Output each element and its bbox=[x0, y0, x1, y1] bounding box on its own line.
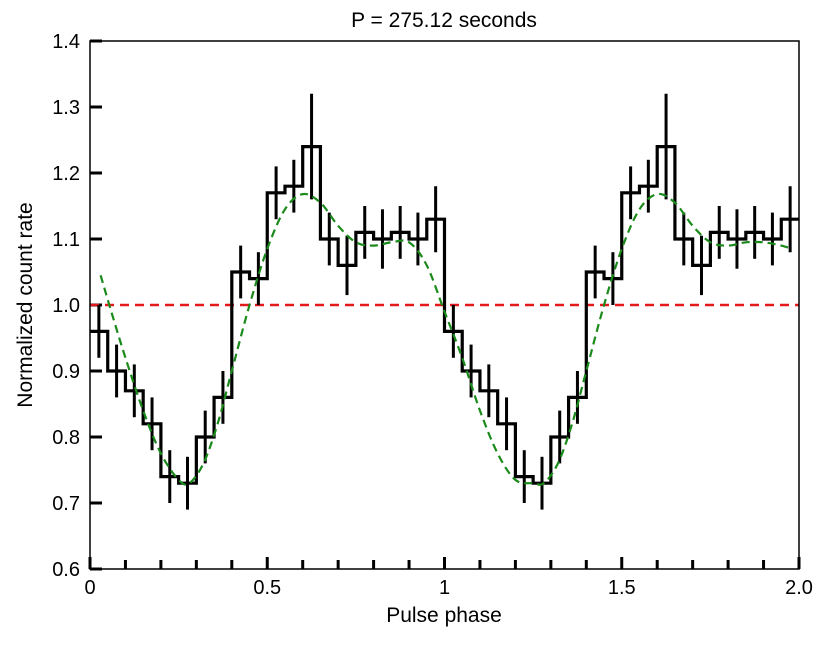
x-axis-ticks bbox=[88, 557, 801, 569]
chart-title: P = 275.12 seconds bbox=[351, 9, 537, 32]
x-tick-label: 2.0 bbox=[785, 577, 813, 599]
histogram-step-line bbox=[90, 145, 799, 485]
fit-curve bbox=[99, 192, 793, 486]
y-axis-label: Normalized count rate bbox=[14, 202, 37, 407]
y-tick-label: 1.0 bbox=[52, 295, 80, 317]
histogram-layer bbox=[90, 93, 799, 510]
x-tick-labels: 0 0.5 1 1.5 2.0 bbox=[84, 577, 812, 599]
y-tick-label: 0.8 bbox=[52, 427, 80, 449]
y-tick-label: 1.2 bbox=[52, 163, 80, 185]
x-tick-label: 1 bbox=[439, 577, 450, 599]
x-axis-label: Pulse phase bbox=[386, 604, 502, 627]
y-tick-label: 1.4 bbox=[52, 31, 80, 53]
x-tick-label: 0.5 bbox=[253, 577, 281, 599]
y-tick-label: 0.9 bbox=[52, 361, 80, 383]
plot-frame bbox=[89, 40, 800, 570]
x-tick-label: 0 bbox=[84, 577, 95, 599]
y-tick-label: 0.7 bbox=[52, 493, 80, 515]
y-tick-label: 0.6 bbox=[52, 559, 80, 581]
y-tick-label: 1.3 bbox=[52, 97, 80, 119]
fit-curve-layer bbox=[99, 192, 793, 486]
y-tick-label: 1.1 bbox=[52, 229, 80, 251]
x-tick-label: 1.5 bbox=[608, 577, 636, 599]
y-tick-labels: 0.6 0.7 0.8 0.9 1.0 1.1 1.2 1.3 1.4 bbox=[52, 31, 80, 581]
